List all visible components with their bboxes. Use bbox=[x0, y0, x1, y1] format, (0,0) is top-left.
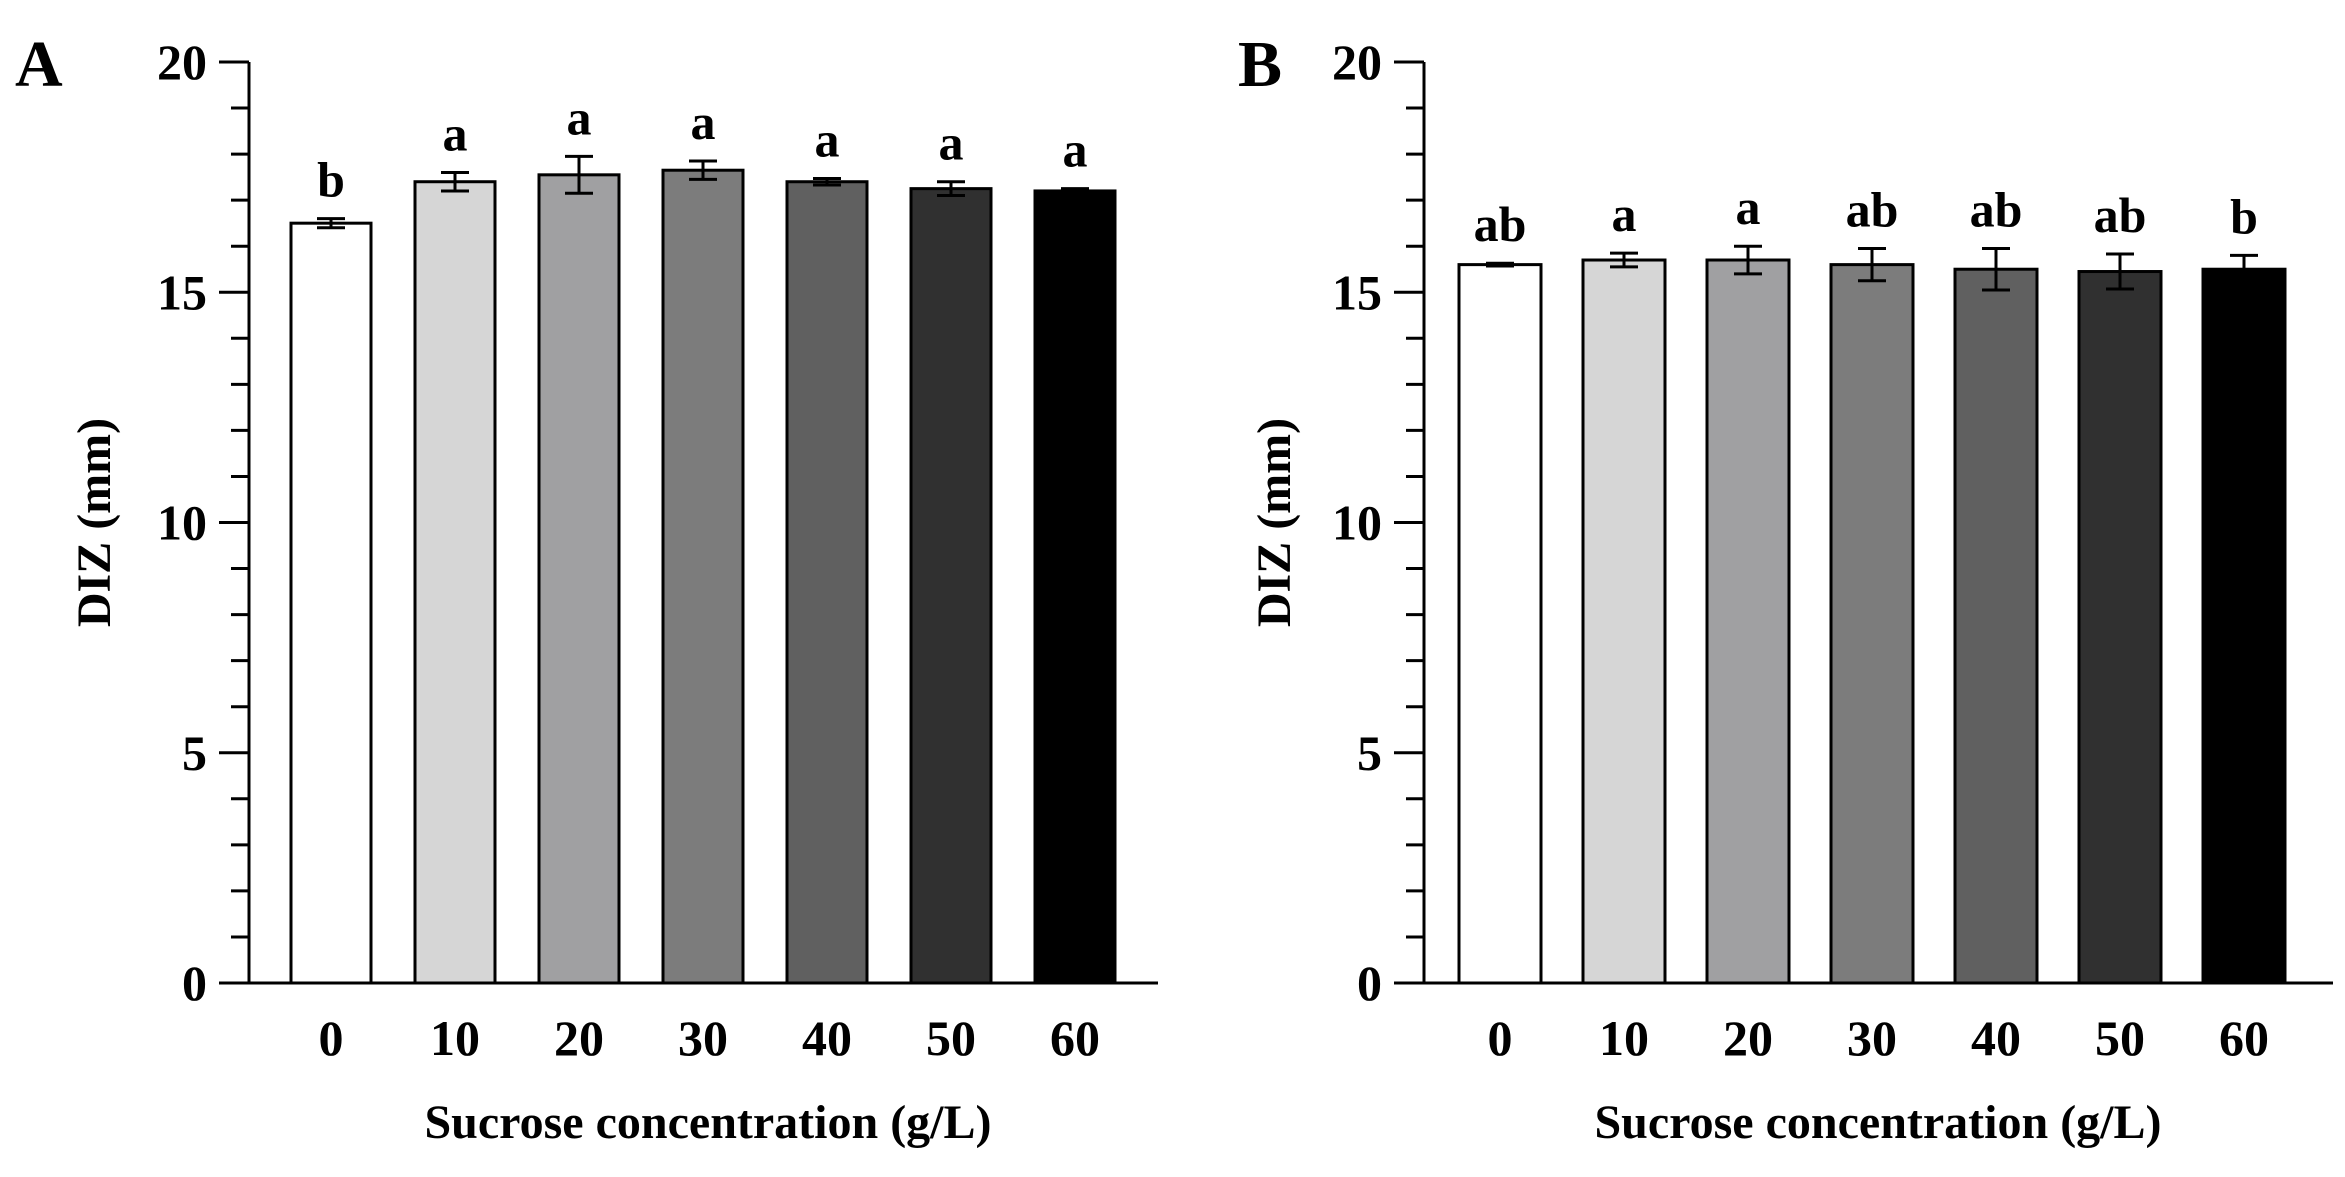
chart-panel-a: A 0 5 10 15 20 DIZ (mm) Sucrose concentration (… bbox=[15, 28, 1158, 1149]
x-tick-label: 30 bbox=[1847, 1010, 1897, 1066]
x-tick-label: 10 bbox=[430, 1010, 480, 1066]
significance-label-30: ab bbox=[1846, 182, 1899, 238]
significance-label-0: b bbox=[317, 152, 345, 208]
significance-label-60: b bbox=[2230, 188, 2258, 244]
bar-50 bbox=[2077, 270, 2163, 985]
y-tick-label: 5 bbox=[182, 725, 207, 781]
significance-label-60: a bbox=[1063, 122, 1088, 178]
x-tick-label: 50 bbox=[2095, 1010, 2145, 1066]
bar-60 bbox=[2201, 267, 2287, 985]
significance-label-50: ab bbox=[2094, 187, 2147, 243]
significance-label-10: a bbox=[443, 106, 468, 162]
x-axis-title: Sucrose concentration (g/L) bbox=[424, 1096, 991, 1149]
y-tick-label: 5 bbox=[1357, 725, 1382, 781]
significance-label-0: ab bbox=[1474, 196, 1527, 252]
bar-0 bbox=[1457, 263, 1543, 985]
x-tick-label: 0 bbox=[1488, 1010, 1513, 1066]
bar-10 bbox=[413, 180, 497, 985]
significance-label-40: ab bbox=[1970, 182, 2023, 238]
bar-40 bbox=[785, 180, 869, 985]
bar-30 bbox=[661, 168, 745, 985]
bar-40 bbox=[1953, 267, 2039, 985]
panel-label: A bbox=[15, 28, 63, 101]
significance-label-50: a bbox=[939, 115, 964, 171]
significance-label-40: a bbox=[815, 112, 840, 168]
x-tick-label: 20 bbox=[1723, 1010, 1773, 1066]
x-tick-label: 40 bbox=[1971, 1010, 2021, 1066]
x-axis-title: Sucrose concentration (g/L) bbox=[1594, 1096, 2161, 1149]
x-tick-label: 40 bbox=[802, 1010, 852, 1066]
x-tick-label: 60 bbox=[1050, 1010, 1100, 1066]
x-tick-label: 50 bbox=[926, 1010, 976, 1066]
y-tick-label: 15 bbox=[1332, 264, 1382, 320]
significance-label-20: a bbox=[567, 89, 592, 145]
y-tick-label: 15 bbox=[157, 264, 207, 320]
panel-label: B bbox=[1238, 28, 1282, 101]
bar-50 bbox=[909, 187, 993, 985]
y-tick-label: 0 bbox=[182, 955, 207, 1011]
x-tick-label: 30 bbox=[678, 1010, 728, 1066]
x-tick-label: 10 bbox=[1599, 1010, 1649, 1066]
significance-label-10: a bbox=[1612, 186, 1637, 242]
x-tick-label: 60 bbox=[2219, 1010, 2269, 1066]
x-tick-label: 20 bbox=[554, 1010, 604, 1066]
x-tick-label: 0 bbox=[319, 1010, 344, 1066]
y-axis-title: DIZ (mm) bbox=[68, 418, 121, 627]
y-tick-label: 10 bbox=[1332, 495, 1382, 551]
bar-60 bbox=[1033, 189, 1117, 985]
significance-label-30: a bbox=[691, 94, 716, 150]
y-tick-label: 20 bbox=[1332, 34, 1382, 90]
significance-label-20: a bbox=[1736, 179, 1761, 235]
chart-panel-b: B 0 5 10 15 20 DIZ (mm) Sucrose concentration (… bbox=[1238, 28, 2333, 1149]
y-tick-label: 0 bbox=[1357, 955, 1382, 1011]
bar-20 bbox=[1705, 258, 1791, 985]
bar-20 bbox=[537, 173, 621, 985]
bar-10 bbox=[1581, 258, 1667, 985]
bar-0 bbox=[289, 221, 373, 985]
y-axis-title: DIZ (mm) bbox=[1248, 418, 1301, 627]
bar-30 bbox=[1829, 263, 1915, 985]
y-tick-label: 20 bbox=[157, 34, 207, 90]
y-tick-label: 10 bbox=[157, 495, 207, 551]
